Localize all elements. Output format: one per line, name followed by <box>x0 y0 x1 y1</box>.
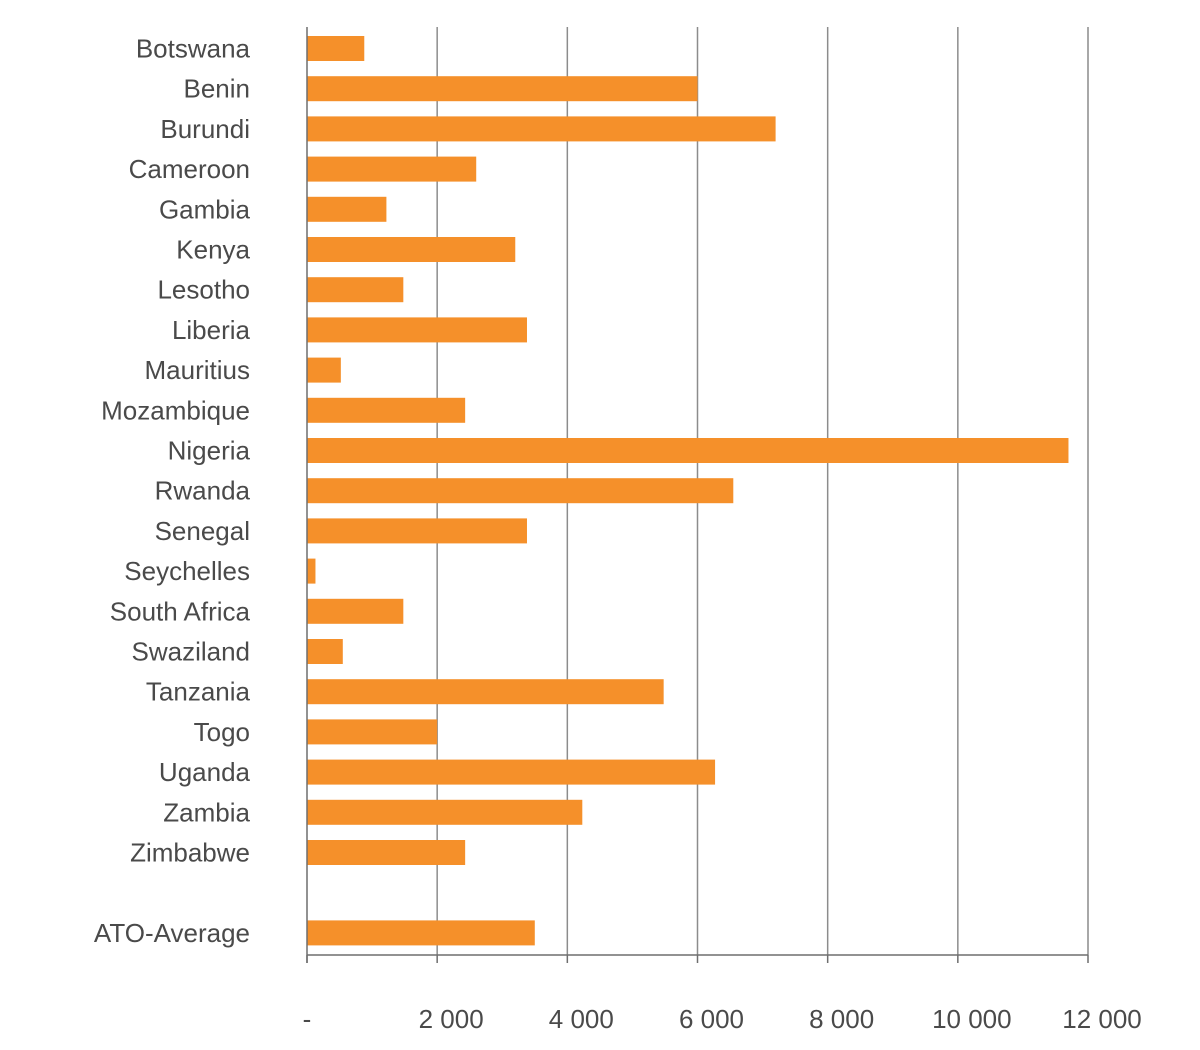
bar <box>307 277 404 303</box>
category-label: Rwanda <box>155 476 251 506</box>
bar <box>307 558 316 584</box>
category-label: Burundi <box>160 114 250 144</box>
bar <box>307 196 387 222</box>
x-tick-label: 10 000 <box>932 1004 1012 1034</box>
x-tick-label: 12 000 <box>1062 1004 1142 1034</box>
bar <box>307 317 527 343</box>
category-label: Cameroon <box>129 154 250 184</box>
category-label: Zambia <box>163 797 250 827</box>
bar <box>307 920 535 946</box>
category-label: Swaziland <box>131 637 250 667</box>
category-label: Mauritius <box>145 355 250 385</box>
bar <box>307 478 734 504</box>
bar <box>307 357 341 383</box>
x-tick-label: 6 000 <box>679 1004 744 1034</box>
bar <box>307 799 583 825</box>
x-tick-label: 8 000 <box>809 1004 874 1034</box>
bar <box>307 438 1069 463</box>
category-label: Kenya <box>176 235 250 265</box>
bar <box>307 518 527 544</box>
category-label: ATO-Average <box>94 918 250 948</box>
category-label: South Africa <box>110 596 251 626</box>
category-label: Nigeria <box>168 436 251 466</box>
x-tick-label: 4 000 <box>549 1004 614 1034</box>
category-label: Gambia <box>159 194 251 224</box>
category-label: Liberia <box>172 315 251 345</box>
x-tick-label: - <box>303 1004 312 1034</box>
bar <box>307 237 516 262</box>
bar <box>307 679 664 705</box>
x-tick-label: 2 000 <box>419 1004 484 1034</box>
category-label: Lesotho <box>157 275 250 305</box>
category-label: Togo <box>194 717 250 747</box>
category-label: Benin <box>184 74 251 104</box>
bar <box>307 759 716 785</box>
bar <box>307 76 698 102</box>
tick-labels: - 2 000 4 000 6 000 8 000 10 000 12 000 <box>303 1004 1142 1034</box>
bar <box>307 598 404 624</box>
category-label: Zimbabwe <box>130 838 250 868</box>
bar <box>307 719 438 745</box>
category-label: Seychelles <box>124 556 250 586</box>
bar <box>307 116 776 142</box>
bar <box>307 156 477 182</box>
category-label: Botswana <box>136 34 251 64</box>
category-label: Senegal <box>155 516 250 546</box>
bars <box>307 36 1069 946</box>
category-label: Uganda <box>159 757 251 787</box>
bar <box>307 397 466 423</box>
bar <box>307 840 466 865</box>
category-label: Mozambique <box>101 395 250 425</box>
category-label: Tanzania <box>146 677 251 707</box>
bar <box>307 36 365 61</box>
axes <box>306 27 1089 963</box>
category-labels: Botswana Benin Burundi Cameroon Gambia Kenya L… <box>94 34 251 948</box>
bar <box>307 639 343 664</box>
